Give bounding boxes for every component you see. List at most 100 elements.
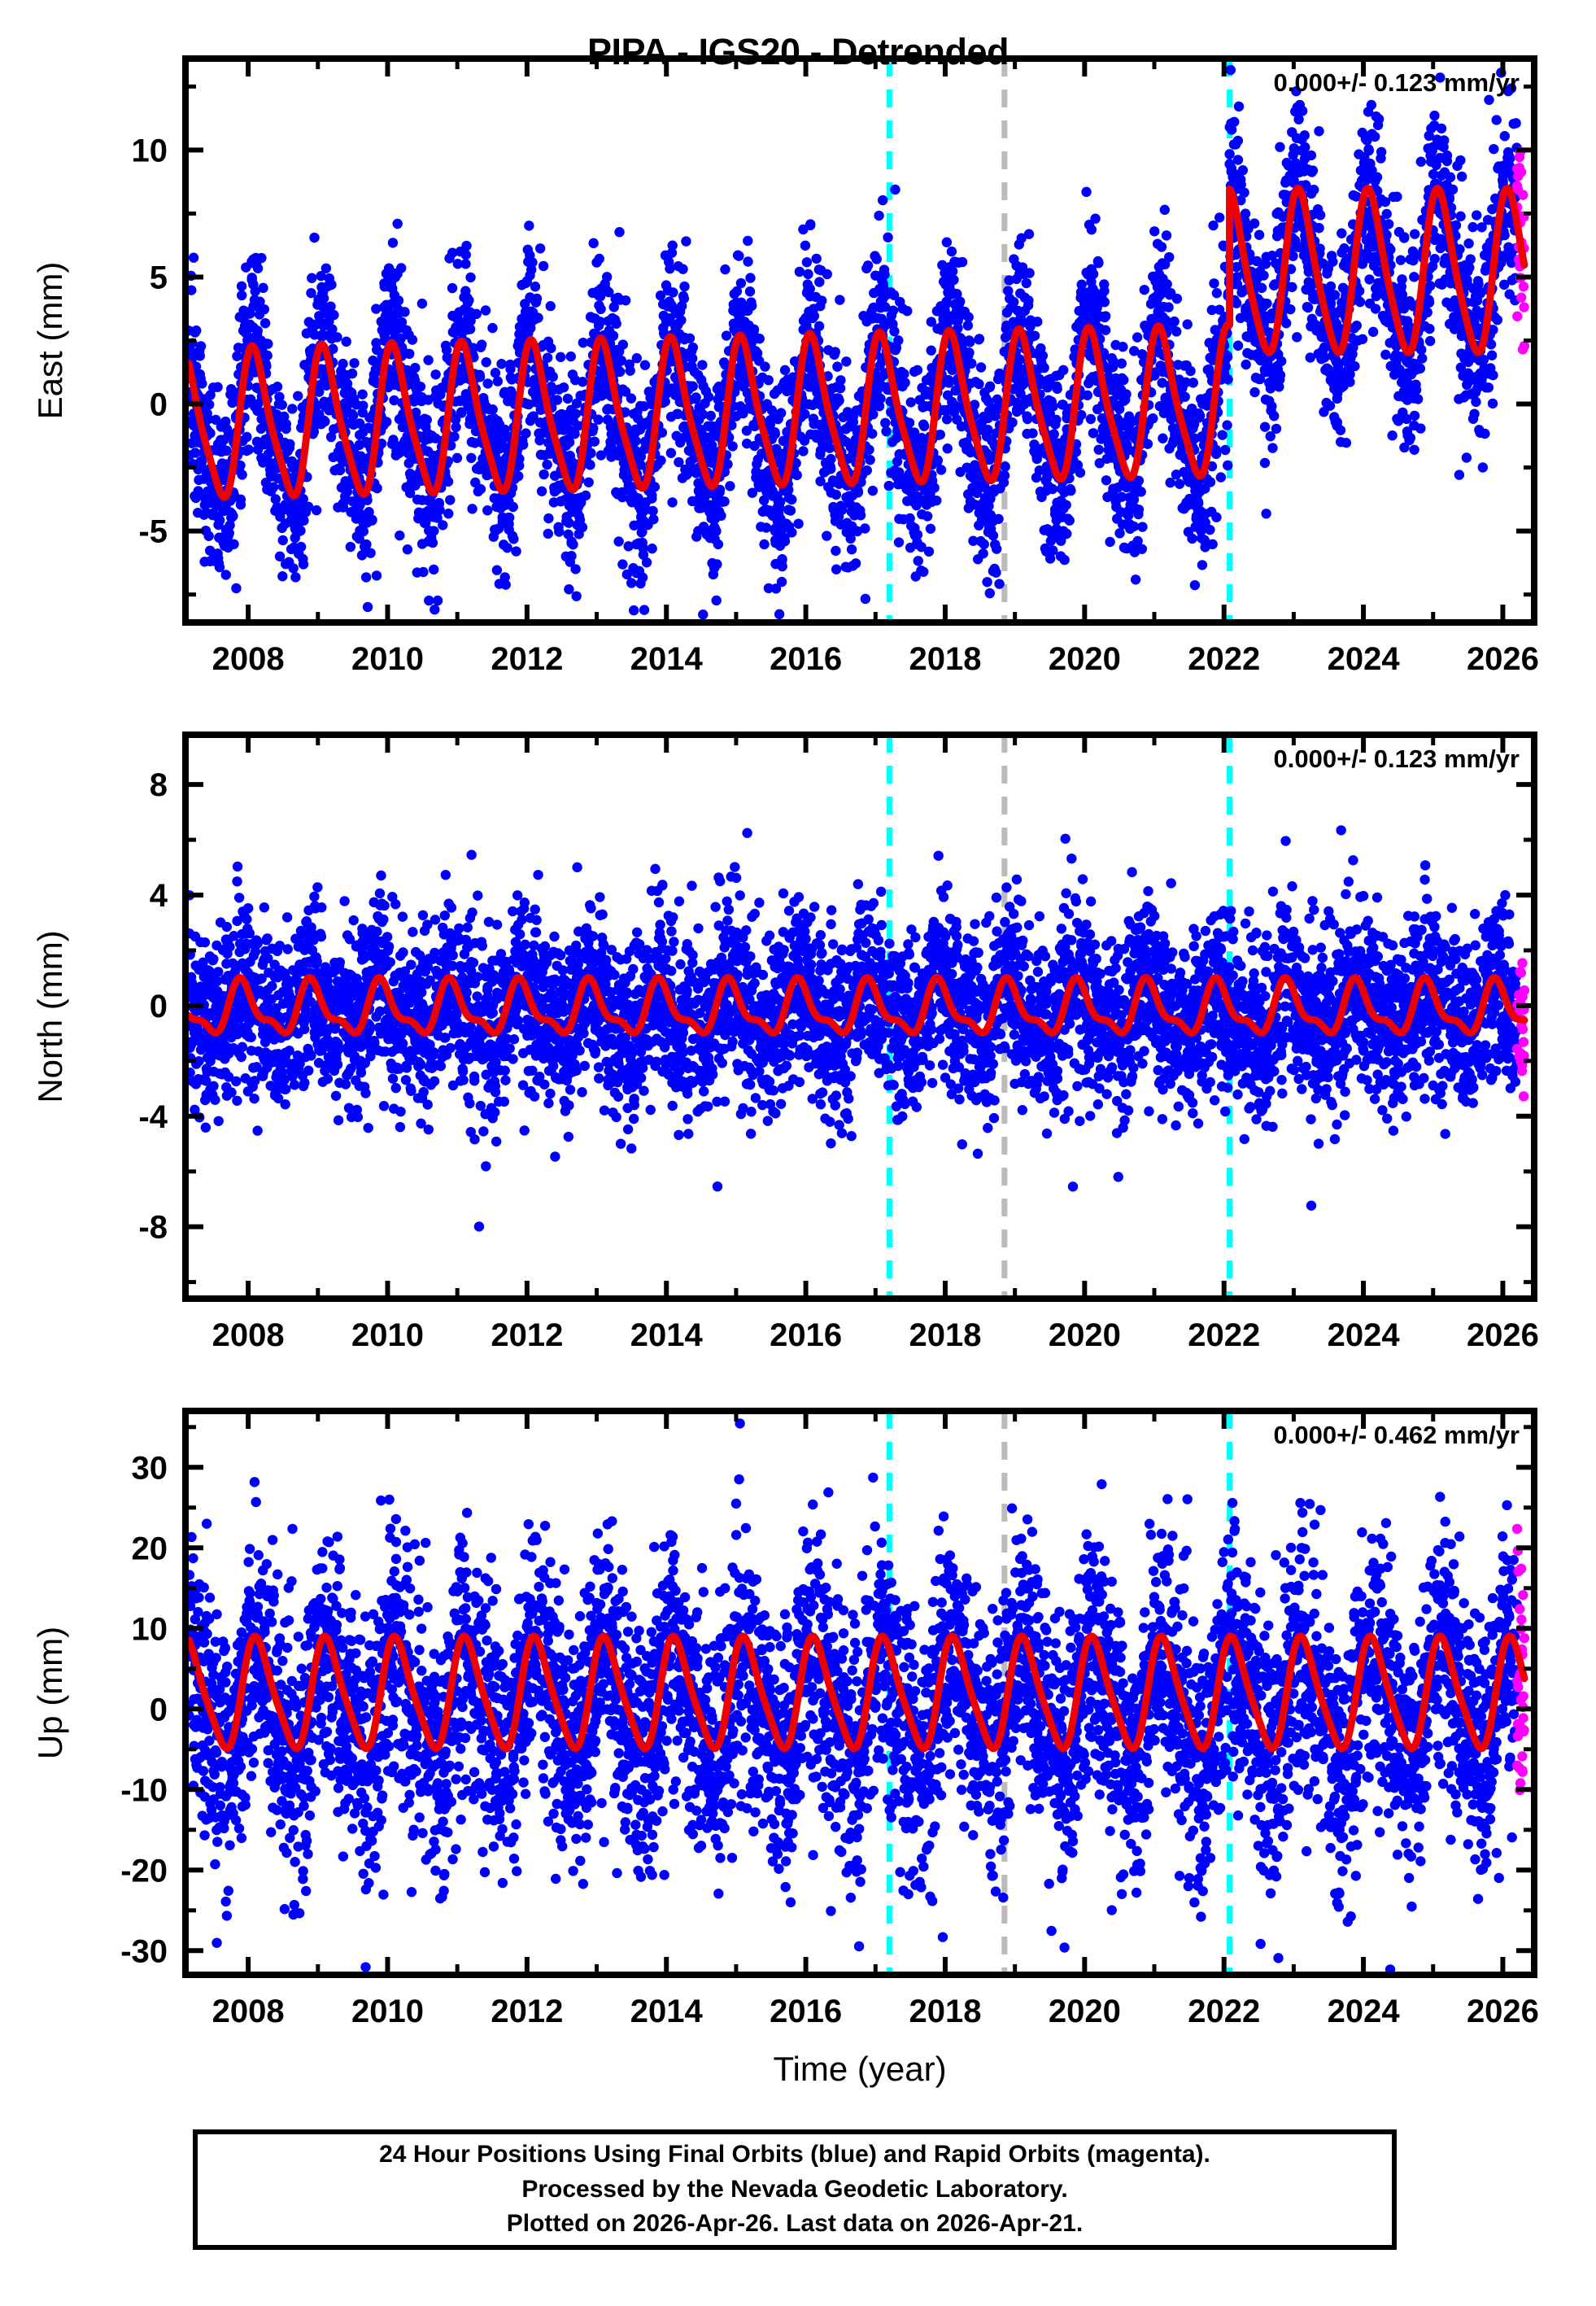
data-point-final [358,526,368,537]
data-point-final [831,564,842,574]
data-point-final [272,382,283,392]
data-point-final [822,531,832,541]
data-point-final [1029,330,1040,341]
data-point-final [595,304,606,315]
data-point-final [259,317,271,329]
data-point-final [850,558,861,569]
data-point-final [460,249,471,260]
data-point-final [957,256,968,268]
data-point-final [1275,142,1285,152]
data-point-final [514,461,525,471]
data-point-final [1315,210,1326,221]
data-point-final [647,490,657,500]
data-point-final [1232,155,1244,165]
data-point-final [735,277,747,289]
data-point-final [595,291,606,302]
data-point-final [641,557,652,568]
data-point-final [639,605,650,615]
data-point-final [991,567,1001,578]
data-point-final [706,455,717,465]
data-point-final [621,569,633,580]
data-point-final [451,414,461,425]
data-point-final [1236,174,1246,185]
data-point-final [1351,320,1362,331]
data-point-final [395,263,407,273]
data-point-final [932,455,944,465]
data-point-final [871,254,882,264]
data-point-final [471,308,482,320]
data-point-final [707,440,717,451]
data-point-final [1335,425,1346,435]
data-point-final [585,460,595,470]
data-point-final [1366,99,1377,111]
data-point-final [1371,172,1383,182]
data-point-final [577,377,588,387]
data-point-final [277,535,288,546]
data-point-final [1051,414,1062,426]
data-point-final [496,359,507,369]
data-point-final [196,456,207,467]
data-point-final [1354,296,1366,308]
data-point-final [681,236,691,247]
data-point-final [1241,359,1251,370]
data-point-final [371,304,382,314]
data-point-final [994,579,1005,589]
data-point-final [1142,439,1153,449]
data-point-final [1114,528,1125,539]
data-point-final [368,355,378,366]
data-point-final [570,408,582,419]
data-point-final [983,425,993,435]
data-point-final [277,571,288,582]
data-point-final [1052,383,1062,395]
data-point-final [1364,274,1375,285]
data-point-final [502,543,512,553]
data-point-final [570,564,581,574]
data-point-final [404,348,415,360]
data-point-final [1292,332,1302,343]
data-point-final [648,514,659,525]
data-point-final [1376,146,1387,157]
data-point-final [923,546,935,557]
data-point-final [593,414,604,425]
data-point-final [534,435,545,446]
data-point-final [864,444,874,455]
data-point-final [867,485,879,496]
data-point-final [697,409,709,420]
data-point-final [243,444,254,455]
data-point-final [913,556,923,566]
data-point-final [558,382,569,393]
data-point-final [831,489,842,500]
data-point-final [1267,401,1277,412]
data-point-final [1214,212,1225,223]
data-point-final [1047,483,1058,495]
data-point-final [687,353,698,364]
data-point-final [329,309,339,321]
data-point-final [881,426,892,437]
data-point-final [1208,220,1219,231]
data-point-final [547,371,558,382]
data-point-final [691,394,701,404]
data-point-final [1085,413,1097,425]
data-point-final [770,429,780,439]
data-point-final [988,530,999,541]
data-point-final [744,286,756,297]
data-point-final [338,358,348,369]
data-point-final [777,554,787,565]
data-point-final [354,418,365,429]
data-point-final [931,495,942,506]
data-point-final [974,378,984,390]
data-point-final [855,510,866,521]
data-point-final [1180,391,1190,402]
data-point-final [262,350,273,361]
data-point-final [748,324,760,335]
data-point-final [1086,225,1097,235]
data-point-final [874,210,884,221]
data-point-final [649,482,661,492]
data-point-final [228,511,238,522]
data-point-final [1207,539,1218,550]
data-point-final [281,419,292,430]
data-point-final [372,483,382,494]
data-point-final [578,337,589,348]
data-point-final [1132,332,1143,343]
data-point-final [1100,311,1111,321]
